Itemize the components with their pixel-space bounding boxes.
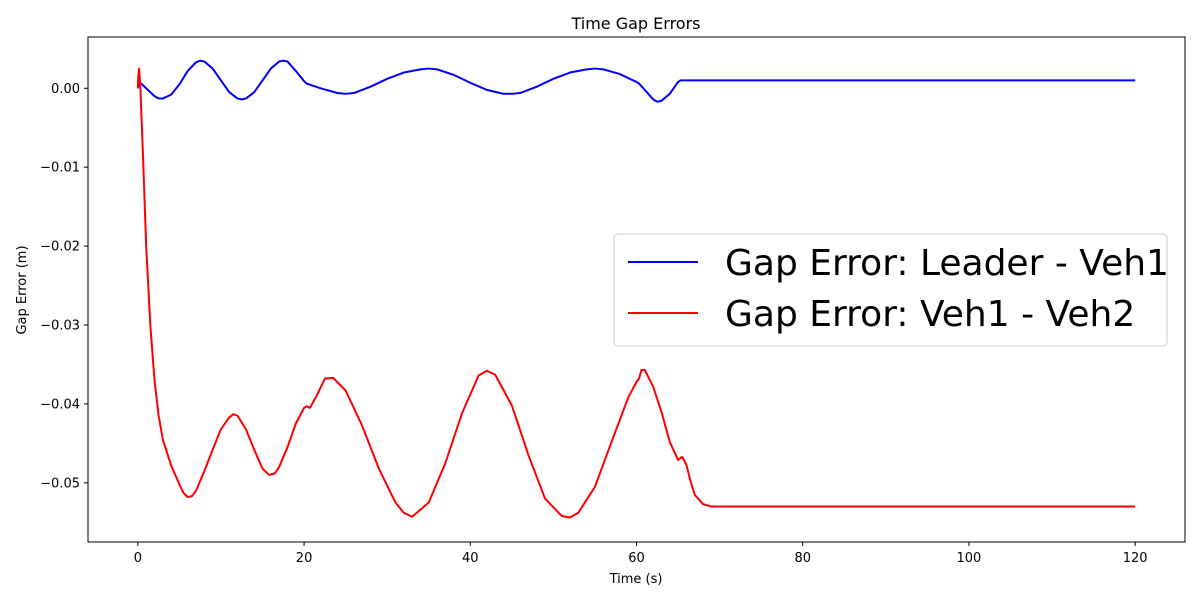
x-tick-label: 120 (1123, 551, 1148, 566)
y-tick-label: 0.00 (51, 82, 80, 97)
x-axis-ticks: 0 20 40 60 80 100 120 (134, 542, 1148, 566)
y-tick-label: −0.01 (40, 161, 80, 176)
y-tick-label: −0.02 (40, 240, 80, 255)
x-tick-label: 40 (462, 551, 479, 566)
legend-label-leader-veh1: Gap Error: Leader - Veh1 (725, 243, 1169, 284)
series-layer (136, 59, 1136, 519)
y-tick-label: −0.03 (40, 319, 80, 334)
x-tick-label: 0 (134, 551, 142, 566)
x-tick-label: 60 (628, 551, 645, 566)
y-tick-label: −0.05 (40, 476, 80, 491)
legend: Gap Error: Leader - Veh1 Gap Error: Veh1… (613, 233, 1169, 347)
x-tick-label: 20 (296, 551, 313, 566)
y-axis-label: Gap Error (m) (15, 245, 30, 334)
x-tick-label: 80 (794, 551, 811, 566)
chart-title: Time Gap Errors (570, 14, 700, 33)
series-line-0 (136, 59, 1136, 103)
x-axis-label: Time (s) (609, 572, 663, 587)
y-tick-label: −0.04 (40, 397, 80, 412)
x-tick-label: 100 (957, 551, 982, 566)
legend-box (613, 233, 1168, 347)
legend-label-veh1-veh2: Gap Error: Veh1 - Veh2 (725, 294, 1135, 335)
series-line-1 (136, 67, 1136, 519)
y-axis-ticks: 0.00 −0.01 −0.02 −0.03 −0.04 −0.05 (40, 82, 88, 491)
